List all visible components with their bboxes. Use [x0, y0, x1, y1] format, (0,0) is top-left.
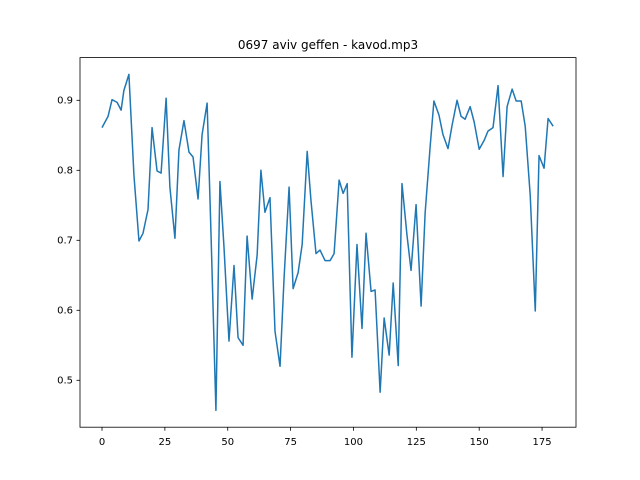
line-series	[101, 73, 554, 412]
y-tick-label: 0.9	[57, 95, 73, 106]
x-tick-label: 25	[158, 437, 171, 448]
y-tick-label: 0.7	[57, 235, 73, 246]
x-tick-label: 175	[533, 437, 552, 448]
y-tick-label: 0.5	[57, 375, 73, 386]
x-tick-label: 150	[470, 437, 489, 448]
x-tick-label: 125	[407, 437, 426, 448]
y-tick-label: 0.6	[57, 305, 73, 316]
axes-frame	[79, 57, 577, 428]
x-tick-label: 75	[284, 437, 297, 448]
y-tick-label: 0.8	[57, 165, 73, 176]
x-tick-label: 0	[99, 437, 105, 448]
x-tick-label: 50	[221, 437, 234, 448]
chart-title: 0697 aviv geffen - kavod.mp3	[238, 38, 418, 52]
x-tick-label: 100	[344, 437, 363, 448]
